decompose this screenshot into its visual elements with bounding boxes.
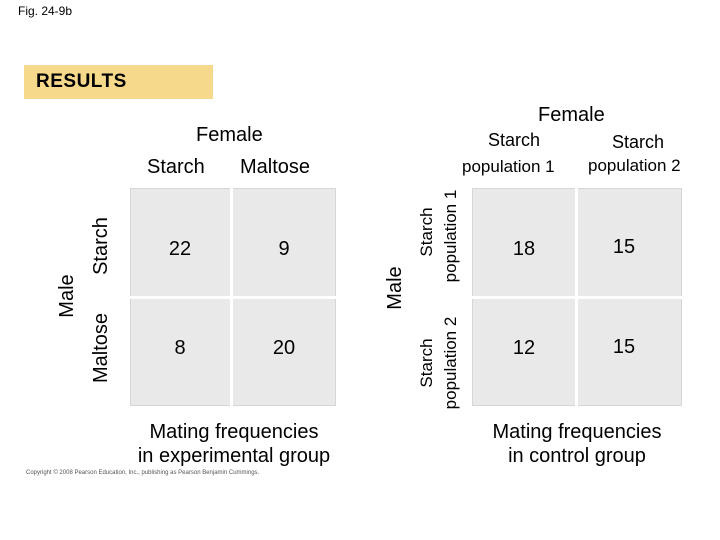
exp-caption: Mating frequencies in experimental group bbox=[110, 420, 358, 468]
exp-caption-line2: in experimental group bbox=[137, 445, 331, 467]
ctrl-col1-line2: population 1 bbox=[462, 157, 555, 176]
exp-male-header: Male bbox=[56, 274, 78, 318]
figure-label: Fig. 24-9b bbox=[18, 4, 73, 18]
exp-cell-maltose-maltose: 20 bbox=[272, 337, 296, 359]
results-label: RESULTS bbox=[36, 71, 127, 92]
ctrl-caption: Mating frequencies in control group bbox=[462, 420, 692, 468]
exp-matrix-hline bbox=[130, 296, 336, 299]
ctrl-cell-1-2: 15 bbox=[612, 236, 636, 258]
exp-row-starch: Starch bbox=[90, 217, 112, 275]
exp-caption-line1: Mating frequencies bbox=[149, 421, 319, 443]
ctrl-caption-line2: in control group bbox=[508, 445, 646, 467]
exp-col-starch: Starch bbox=[147, 156, 205, 178]
ctrl-col2-line1: Starch bbox=[612, 132, 665, 152]
exp-col-maltose: Maltose bbox=[240, 156, 311, 178]
ctrl-matrix-hline bbox=[472, 296, 682, 299]
ctrl-female-header: Female bbox=[538, 104, 605, 126]
exp-female-header: Female bbox=[196, 124, 263, 146]
exp-cell-starch-starch: 22 bbox=[168, 238, 192, 260]
ctrl-cell-1-1: 18 bbox=[512, 238, 536, 260]
ctrl-col2-line2: population 2 bbox=[588, 156, 681, 175]
results-banner: RESULTS bbox=[24, 65, 213, 99]
copyright-notice: Copyright © 2008 Pearson Education, Inc.… bbox=[26, 470, 260, 476]
exp-row-maltose: Maltose bbox=[90, 312, 112, 384]
exp-cell-starch-maltose: 9 bbox=[278, 238, 290, 260]
ctrl-matrix: 18 15 12 15 bbox=[472, 188, 682, 406]
ctrl-row1-line2: population 1 bbox=[441, 189, 460, 283]
ctrl-row1-line1: Starch bbox=[417, 207, 436, 257]
ctrl-cell-2-2: 15 bbox=[612, 336, 636, 358]
exp-cell-maltose-starch: 8 bbox=[174, 337, 186, 359]
ctrl-col1-line1: Starch bbox=[488, 130, 541, 150]
ctrl-cell-2-1: 12 bbox=[512, 337, 536, 359]
ctrl-row2-line1: Starch bbox=[417, 338, 436, 388]
ctrl-male-header: Male bbox=[384, 266, 406, 310]
exp-matrix: 22 9 8 20 bbox=[130, 188, 336, 406]
ctrl-caption-line1: Mating frequencies bbox=[492, 421, 662, 443]
ctrl-row2-line2: population 2 bbox=[441, 316, 460, 410]
